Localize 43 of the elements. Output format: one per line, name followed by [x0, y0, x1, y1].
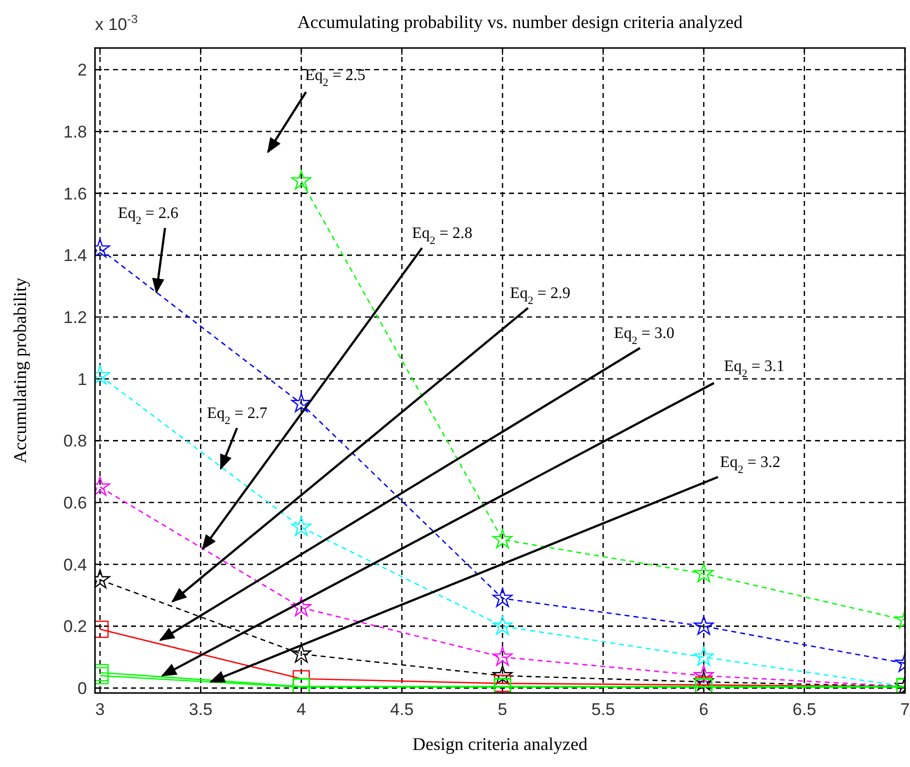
x-tick-label: 4.5 — [390, 700, 414, 719]
x-tick-label: 6 — [699, 700, 708, 719]
x-tick-label: 3 — [95, 700, 105, 719]
point — [492, 588, 513, 607]
y-tick-label: 1.2 — [63, 308, 87, 328]
point — [291, 644, 312, 663]
point — [694, 616, 714, 635]
annotation: Eq$_{2}$ = 2.8 — [412, 225, 472, 247]
x-tick-label: 4 — [296, 700, 306, 719]
point — [291, 516, 312, 536]
y-tick-label: 1.6 — [63, 184, 87, 204]
y-tick-label: 1.8 — [63, 122, 87, 142]
point — [694, 646, 714, 666]
point — [492, 616, 513, 635]
annotation: Eq$_{2}$ = 2.6 — [118, 205, 178, 227]
x-tick-label: 5.5 — [591, 700, 615, 719]
y-tick-label: 2 — [78, 60, 87, 80]
chart-title: Accumulating probability vs. number design criteria analyzed — [297, 12, 743, 32]
y-tick-label: 0 — [78, 679, 87, 698]
point — [291, 170, 312, 190]
annotation: Eq$_{2}$ = 3.2 — [720, 454, 780, 476]
y-axis-title: Accumulating probability — [10, 278, 30, 464]
y-tick-label: 1 — [78, 370, 87, 389]
annotation: Eq$_{2}$ = 2.9 — [510, 285, 570, 307]
x-tick-label: 5 — [498, 700, 508, 719]
point — [291, 393, 312, 412]
point — [492, 646, 513, 666]
x-axis-title: Design criteria analyzed — [412, 734, 588, 754]
y-tick-label: 0.2 — [63, 617, 87, 636]
x-tick-label: 7 — [900, 700, 910, 719]
y-tick-label: 0.4 — [63, 555, 87, 574]
x-tick-label: 3.5 — [188, 700, 212, 719]
y-tick-label: 1.4 — [63, 246, 87, 266]
text: x 10$^{-3}$ — [95, 12, 138, 34]
point — [492, 529, 513, 548]
point — [694, 563, 714, 582]
annotation: Eq$_{2}$ = 2.7 — [207, 405, 268, 427]
point — [291, 597, 312, 616]
x-tick-label: 6.5 — [792, 700, 816, 719]
annotation: Eq$_{2}$ = 3.0 — [614, 325, 674, 347]
annotation: Eq$_{2}$ = 3.1 — [724, 358, 784, 380]
y-tick-label: 0.6 — [63, 494, 87, 513]
y-tick-label: 0.8 — [63, 432, 87, 451]
